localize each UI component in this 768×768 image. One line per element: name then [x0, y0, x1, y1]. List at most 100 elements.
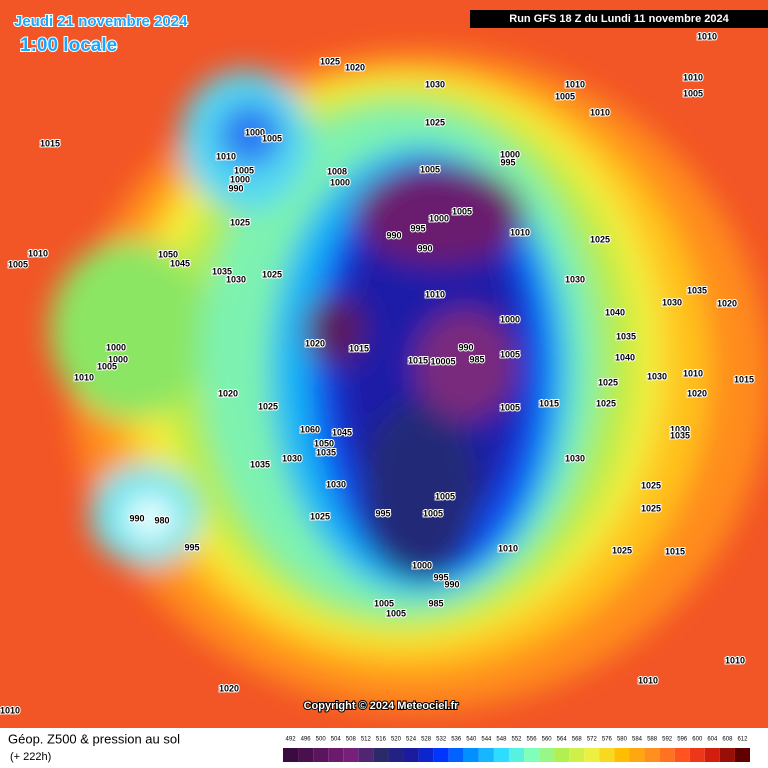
legend-swatch — [463, 748, 479, 762]
legend-label: 544 — [481, 737, 492, 743]
legend-swatch — [373, 748, 389, 762]
pressure-label: 1035 — [212, 266, 232, 276]
legend-label: 492 — [286, 737, 297, 743]
legend-swatch — [524, 748, 540, 762]
legend-label: 612 — [737, 737, 748, 743]
pressure-label: 1025 — [641, 480, 661, 490]
pressure-label: 1005 — [262, 133, 282, 143]
pressure-label: 1005 — [435, 491, 455, 501]
legend-swatch — [403, 748, 419, 762]
pressure-label: 1005 — [386, 608, 406, 618]
legend-label: 600 — [692, 737, 703, 743]
weather-map: 1025102010301010101010051010100510101015… — [0, 0, 768, 728]
pressure-label: 1025 — [641, 503, 661, 513]
pressure-label: 1010 — [638, 675, 658, 685]
legend-swatch — [448, 748, 464, 762]
legend-swatch — [478, 748, 494, 762]
pressure-label: 1010 — [510, 227, 530, 237]
legend-swatch — [328, 748, 344, 762]
pressure-label: 1020 — [345, 62, 365, 72]
legend-swatch — [539, 748, 555, 762]
legend-swatch — [493, 748, 509, 762]
pressure-label: 995 — [410, 223, 425, 233]
pressure-label: 1000 — [412, 560, 432, 570]
legend-label: 552 — [511, 737, 522, 743]
legend-label: 508 — [346, 737, 357, 743]
pressure-label: 1000 — [330, 177, 350, 187]
legend-label: 548 — [496, 737, 507, 743]
pressure-label: 1000 — [230, 174, 250, 184]
pressure-label: 1030 — [670, 424, 690, 434]
pressure-label: 1025 — [230, 217, 250, 227]
pressure-label: 995 — [375, 508, 390, 518]
pressure-label: 1025 — [258, 401, 278, 411]
pressure-label: 990 — [129, 513, 144, 523]
legend-swatch — [614, 748, 630, 762]
pressure-label: 1010 — [28, 248, 48, 258]
pressure-label: 1005 — [8, 259, 28, 269]
legend-swatch — [433, 748, 449, 762]
legend-swatch — [734, 748, 750, 762]
pressure-label: 995 — [500, 157, 515, 167]
footer-title: Géop. Z500 & pression au sol — [8, 731, 180, 746]
legend-label: 588 — [647, 737, 658, 743]
pressure-label: 1035 — [670, 430, 690, 440]
pressure-label: 1045 — [170, 258, 190, 268]
pressure-label: 1050 — [314, 438, 334, 448]
pressure-label: 1040 — [605, 307, 625, 317]
pressure-label: 1035 — [687, 285, 707, 295]
legend-swatch — [388, 748, 404, 762]
legend-swatch — [674, 748, 690, 762]
legend-label: 604 — [707, 737, 718, 743]
legend-swatch — [599, 748, 615, 762]
pressure-label: 1035 — [250, 459, 270, 469]
forecast-lead: (+ 222h) — [10, 751, 51, 763]
run-banner — [470, 10, 768, 28]
pressure-label: 1020 — [305, 338, 325, 348]
pressure-label: 1015 — [539, 398, 559, 408]
pressure-label: 1020 — [219, 683, 239, 693]
pressure-label: 1000 — [500, 149, 520, 159]
pressure-label: 1000 — [500, 314, 520, 324]
legend-label: 608 — [722, 737, 733, 743]
pressure-label: 1010 — [725, 655, 745, 665]
pressure-label: 1015 — [665, 546, 685, 556]
legend-swatch — [554, 748, 570, 762]
pressure-label: 990 — [417, 243, 432, 253]
legend-swatch — [704, 748, 720, 762]
pressure-label: 1045 — [332, 427, 352, 437]
legend-swatch — [343, 748, 359, 762]
pressure-labels: 1025102010301010101010051010100510101015… — [0, 30, 755, 716]
legend-swatch — [719, 748, 735, 762]
pressure-label: 1020 — [687, 388, 707, 398]
pressure-label: 1015 — [408, 355, 428, 365]
legend-label: 524 — [406, 737, 417, 743]
pressure-label: 1000 — [245, 127, 265, 137]
pressure-label: 1010 — [683, 72, 703, 82]
pressure-label: 1005 — [423, 508, 443, 518]
pressure-label: 1025 — [590, 234, 610, 244]
pressure-label: 1025 — [612, 545, 632, 555]
pressure-label: 1035 — [616, 331, 636, 341]
pressure-label: 1015 — [349, 343, 369, 353]
pressure-label: 1015 — [40, 138, 60, 148]
pressure-label: 1015 — [734, 374, 754, 384]
legend-label: 572 — [587, 737, 598, 743]
pressure-label: 1010 — [697, 31, 717, 41]
legend-swatch — [418, 748, 434, 762]
pressure-label: 990 — [228, 183, 243, 193]
legend-swatch — [283, 748, 299, 762]
pressure-label: 1025 — [310, 511, 330, 521]
pressure-label: 1005 — [452, 206, 472, 216]
pressure-label: 10005 — [430, 356, 455, 366]
pressure-label: 1010 — [498, 543, 518, 553]
pressure-label: 985 — [469, 354, 484, 364]
pressure-label: 990 — [444, 579, 459, 589]
legend-swatch — [584, 748, 600, 762]
legend-label: 536 — [451, 737, 462, 743]
pressure-label: 980 — [154, 515, 169, 525]
geopotential-field — [50, 50, 768, 710]
pressure-label: 1030 — [565, 274, 585, 284]
legend-label: 556 — [527, 737, 538, 743]
